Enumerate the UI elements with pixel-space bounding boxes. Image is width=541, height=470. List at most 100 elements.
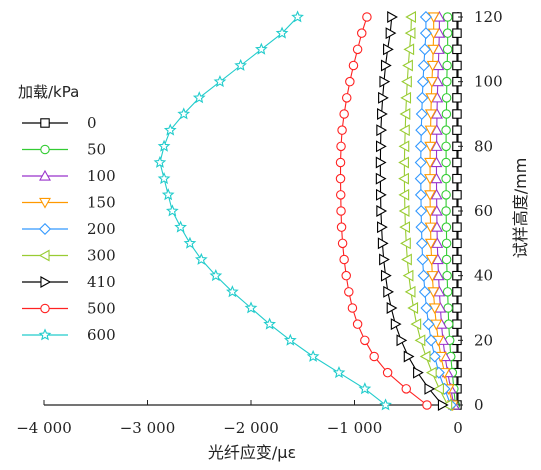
data-point (398, 205, 410, 217)
x-tick-label: −2 000 (223, 419, 279, 437)
data-point (341, 270, 351, 281)
data-point (400, 237, 411, 250)
data-point (404, 285, 416, 298)
data-point (283, 333, 297, 346)
data-point (209, 268, 223, 282)
data-point (404, 27, 416, 40)
data-point (441, 109, 452, 119)
data-point (263, 317, 276, 330)
data-point (337, 238, 348, 249)
data-point (399, 108, 411, 120)
data-point (157, 171, 171, 185)
data-point (377, 237, 389, 250)
series-410 (375, 11, 449, 411)
data-point (441, 190, 451, 200)
data-point (335, 173, 346, 184)
data-point (275, 26, 289, 39)
data-point (425, 254, 438, 266)
data-point (442, 287, 453, 297)
data-point (452, 44, 462, 55)
data-point (443, 303, 453, 313)
data-point (424, 109, 437, 121)
data-point (341, 93, 352, 103)
data-point (441, 222, 452, 232)
data-point (398, 188, 410, 201)
data-point (183, 236, 197, 249)
legend-item: 50 (22, 141, 106, 159)
legend-marker (40, 144, 50, 155)
data-point (424, 222, 437, 234)
data-point (415, 204, 428, 218)
data-point (422, 318, 435, 331)
data-point (234, 58, 248, 71)
data-point (375, 156, 387, 169)
data-point (418, 285, 431, 298)
data-point (385, 27, 397, 40)
legend-label: 600 (87, 326, 116, 344)
data-point (430, 172, 443, 184)
data-point (424, 206, 437, 218)
data-point (336, 222, 347, 232)
data-point (442, 28, 453, 38)
data-point (165, 204, 179, 217)
legend-item: 500 (22, 300, 116, 318)
data-point (332, 365, 346, 379)
data-point (437, 399, 449, 411)
data-point (410, 318, 422, 331)
data-point (405, 11, 417, 23)
data-point (398, 172, 409, 185)
legend-marker (38, 328, 52, 341)
legend-marker (38, 249, 50, 262)
data-point (452, 28, 462, 38)
data-point (213, 74, 227, 88)
data-point (424, 125, 437, 137)
data-point (415, 107, 428, 121)
data-point (442, 76, 452, 87)
data-point (425, 93, 438, 105)
data-point (348, 60, 359, 71)
legend-marker (39, 197, 51, 209)
data-point (356, 28, 367, 38)
data-point (414, 156, 427, 169)
data-point (419, 10, 432, 24)
data-point (375, 172, 387, 185)
data-point (416, 253, 429, 266)
y-tick-label: 20 (474, 331, 493, 349)
legend-label: 200 (87, 220, 116, 238)
y-axis-title: 试样高度/mm (511, 158, 530, 259)
data-point (306, 349, 320, 362)
data-point (442, 270, 452, 281)
data-point (425, 77, 438, 88)
legend-marker (38, 222, 52, 236)
data-point (339, 109, 349, 119)
legend-label: 0 (87, 114, 97, 132)
data-point (415, 124, 428, 137)
y-tick-label: 120 (474, 8, 503, 26)
data-point (177, 107, 191, 120)
data-point (425, 366, 437, 379)
x-tick-label: 0 (453, 419, 463, 437)
data-point (416, 75, 430, 88)
data-point (291, 10, 304, 23)
data-point (433, 382, 444, 395)
data-point (424, 238, 437, 250)
data-point (424, 174, 437, 185)
legend-item: 200 (22, 220, 116, 238)
data-point (401, 384, 411, 394)
y-tick-label: 0 (474, 396, 484, 414)
legend-label: 300 (87, 247, 116, 265)
data-point (452, 254, 462, 265)
data-point (452, 125, 462, 135)
legend-marker (40, 303, 50, 314)
data-point (335, 157, 346, 168)
data-point (153, 155, 167, 168)
data-point (452, 93, 462, 103)
data-point (419, 27, 432, 40)
legend-label: 50 (87, 141, 106, 159)
data-point (399, 124, 410, 137)
data-point (442, 12, 453, 22)
data-point (352, 319, 363, 329)
data-point (387, 11, 398, 23)
legend-marker (40, 276, 52, 288)
